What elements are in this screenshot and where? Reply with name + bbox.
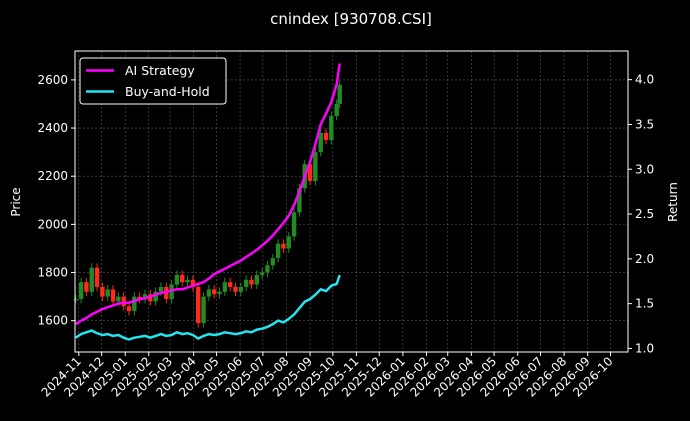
- candle-body: [206, 289, 212, 297]
- candle-body: [180, 274, 185, 283]
- right-tick-label: 2.5: [635, 207, 654, 221]
- candle-body: [222, 282, 228, 292]
- left-tick-label: 2000: [37, 217, 68, 231]
- candle-body: [174, 274, 180, 285]
- series-line-ai-strategy: [75, 63, 341, 326]
- left-tick-label: 1600: [37, 314, 68, 328]
- candle-body: [126, 306, 132, 312]
- right-tick-label: 3.0: [635, 162, 654, 176]
- y-axis-label-left: Price: [9, 187, 23, 216]
- candle-body: [153, 291, 158, 302]
- candle-body: [297, 188, 302, 213]
- right-axis: 1.0 1.5 2.0 2.5 3.0 3.5 4.0: [628, 73, 654, 355]
- series-line-buy-and-hold: [75, 274, 341, 341]
- grid-lines: [75, 51, 628, 352]
- candle-body: [142, 294, 148, 300]
- right-tick-label: 1.0: [635, 341, 654, 355]
- candle-body: [238, 286, 244, 292]
- price-candles: [73, 80, 342, 328]
- candle-body: [227, 282, 233, 287]
- candle-body: [132, 296, 137, 312]
- candle-body: [307, 164, 313, 182]
- left-tick-label: 2400: [37, 121, 68, 135]
- candle-body: [100, 286, 105, 297]
- legend-label-buy-and-hold: Buy-and-Hold: [125, 84, 210, 99]
- candle-body: [158, 286, 164, 292]
- candle-body: [73, 299, 78, 301]
- candle-body: [148, 294, 153, 302]
- candle-body: [110, 289, 116, 302]
- plot-frame: [74, 50, 629, 353]
- candle-body: [196, 286, 201, 324]
- y-axis-label-right: Return: [666, 182, 680, 222]
- candle-body: [201, 296, 206, 324]
- candle-body: [78, 282, 84, 300]
- left-axis: 1600 1800 2000 2200 2400 2600: [37, 73, 75, 328]
- candle-body: [286, 236, 291, 249]
- candle-body: [318, 132, 323, 153]
- candle-body: [313, 152, 318, 182]
- candle-body: [94, 267, 100, 287]
- candle-body: [84, 282, 89, 292]
- candle-body: [329, 116, 334, 141]
- right-tick-label: 1.5: [635, 297, 654, 311]
- candle-body: [212, 289, 217, 295]
- legend-box: [79, 57, 227, 105]
- candle-body: [116, 296, 121, 302]
- right-tick-label: 2.0: [635, 252, 654, 266]
- candle-body: [249, 279, 254, 285]
- candle-body: [169, 284, 174, 300]
- legend-label-ai-strategy: AI Strategy: [125, 63, 195, 78]
- candle-body: [291, 212, 297, 237]
- candle-body: [233, 286, 238, 292]
- chart-title: cnindex [930708.CSI]: [270, 10, 432, 28]
- candle-body: [259, 272, 265, 275]
- candle-body: [185, 279, 190, 283]
- candle-body: [217, 291, 222, 295]
- candle-body: [137, 296, 142, 300]
- right-tick-label: 4.0: [635, 73, 654, 87]
- candle-body: [337, 84, 342, 104]
- candle-body: [243, 279, 249, 287]
- candle-body: [121, 296, 126, 307]
- candle-body: [275, 243, 281, 259]
- left-tick-label: 2200: [37, 169, 68, 183]
- right-tick-label: 3.5: [635, 117, 654, 131]
- candle-body: [190, 279, 196, 287]
- legend: AI Strategy Buy-and-Hold: [79, 57, 227, 105]
- candle-body: [323, 132, 329, 141]
- candle-body: [265, 265, 270, 273]
- candle-body: [105, 289, 110, 297]
- candle-body: [270, 258, 275, 266]
- candle-body: [334, 103, 339, 117]
- candle-body: [254, 274, 259, 285]
- candle-body: [89, 267, 94, 292]
- left-tick-label: 2600: [37, 73, 68, 87]
- left-tick-label: 1800: [37, 266, 68, 280]
- series-lines: [75, 63, 341, 341]
- candle-body: [281, 243, 286, 249]
